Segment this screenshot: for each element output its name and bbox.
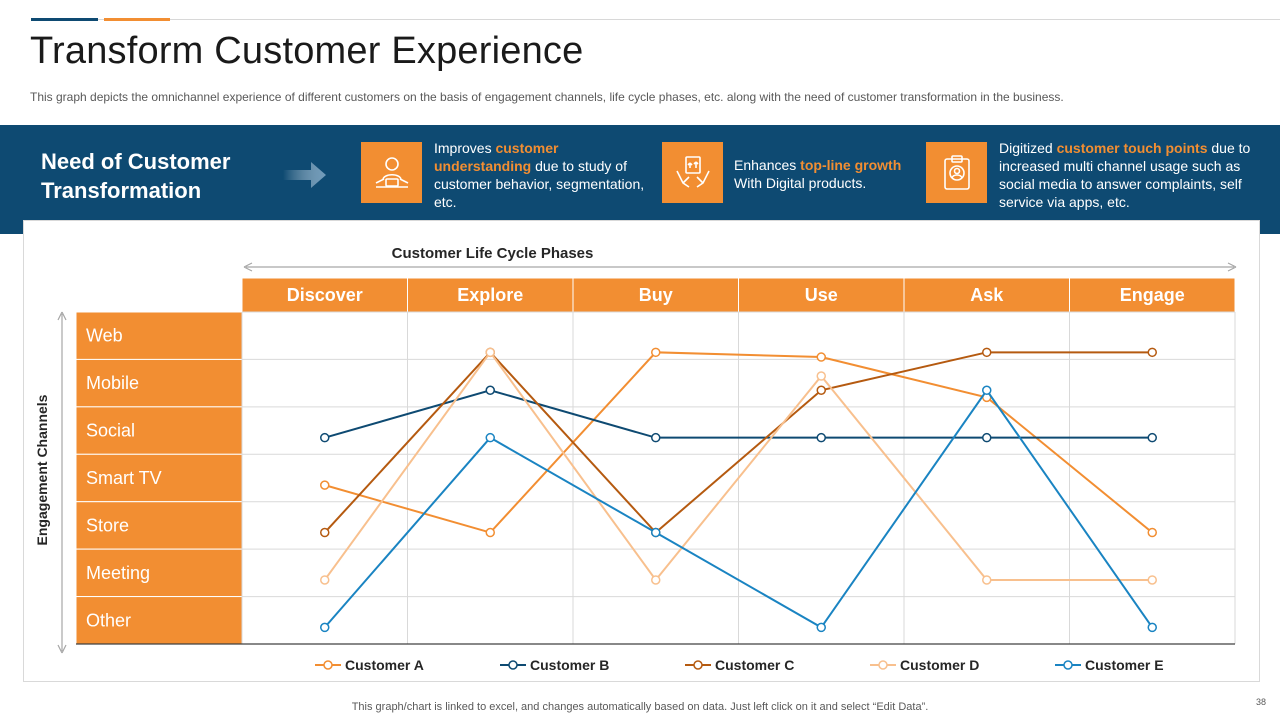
column-header-discover: Discover [287, 285, 363, 305]
data-point-customer-c [320, 527, 330, 538]
row-label-cell [75, 406, 243, 455]
data-point-customer-e [982, 385, 992, 396]
column-header-ask: Ask [970, 285, 1004, 305]
data-point-customer-a [651, 347, 661, 358]
feature-icon-box-1 [361, 142, 422, 203]
y-axis-arrow-bottom-head [57, 644, 67, 654]
series-line-customer-a [324, 351, 1153, 534]
data-point-customer-e [816, 622, 826, 633]
page-title: Transform Customer Experience [30, 30, 584, 72]
top-rule [31, 19, 1280, 20]
clipboard-profile-icon [943, 154, 970, 190]
row-label-smart-tv: Smart TV [86, 468, 162, 488]
page-subtitle: This graph depicts the omnichannel exper… [30, 90, 1064, 104]
data-point-customer-d [320, 575, 330, 585]
feature-text-1: Improves customer understanding due to s… [434, 140, 645, 210]
series-line-customer-c [324, 350, 1153, 534]
series-line-customer-e [323, 388, 1154, 629]
data-point-customer-a [816, 352, 826, 362]
data-point-customer-b [1147, 432, 1157, 443]
banner-title: Need of Customer Transformation [41, 149, 231, 203]
column-header-cell [407, 277, 574, 313]
legend-label-customer-d: Customer D [900, 657, 979, 673]
column-header-engage: Engage [1120, 285, 1185, 305]
row-label-cell [75, 358, 243, 408]
legend-swatch-marker [323, 660, 333, 670]
feature-text-3: Digitized customer touch points due to i… [999, 140, 1251, 210]
row-label-web: Web [86, 326, 123, 346]
data-point-customer-a [1147, 527, 1157, 538]
column-header-explore: Explore [457, 285, 523, 305]
legend-label-customer-a: Customer A [345, 657, 424, 673]
feature-text-2: Enhances top-line growth With Digital pr… [734, 157, 902, 191]
data-point-customer-b [651, 432, 661, 443]
data-point-customer-b [816, 432, 826, 443]
row-label-cell [75, 548, 243, 598]
legend-swatch-marker [693, 660, 703, 670]
y-axis-arrow-top-head [57, 311, 67, 321]
data-point-customer-c [1147, 347, 1157, 358]
x-axis-arrow-right-head [1227, 262, 1237, 272]
data-point-customer-b [485, 385, 495, 396]
page-number: 38 [1255, 697, 1266, 707]
x-axis-arrow-left-head [243, 262, 253, 272]
row-label-social: Social [86, 421, 135, 441]
legend-label-customer-e: Customer E [1085, 657, 1164, 673]
data-point-customer-c [982, 347, 992, 358]
data-point-customer-c [816, 385, 826, 396]
row-label-meeting: Meeting [86, 563, 150, 583]
data-point-customer-a [320, 480, 330, 490]
data-point-customer-d [1147, 575, 1157, 585]
feature-icon-box-3 [926, 142, 987, 203]
data-point-customer-e [320, 622, 330, 633]
legend-swatch-marker [1063, 660, 1073, 670]
accent-bar-orange [104, 18, 170, 21]
data-point-customer-b [982, 432, 992, 443]
data-point-customer-e [1147, 622, 1157, 633]
column-header-buy: Buy [639, 285, 673, 305]
data-point-customer-d [485, 347, 495, 358]
legend-label-customer-c: Customer C [715, 657, 794, 673]
column-header-use: Use [805, 285, 838, 305]
feature-icon-box-2 [662, 142, 723, 203]
accent-bar-navy [31, 18, 98, 21]
series-line-customer-b [324, 389, 1153, 439]
y-axis-title: Engagement Channels [34, 394, 50, 545]
series-line-customer-d [323, 350, 1153, 582]
row-label-mobile: Mobile [86, 373, 139, 393]
right-arrow-icon [283, 162, 326, 188]
data-point-customer-e [651, 527, 661, 538]
row-label-cell [75, 311, 243, 360]
row-label-cell [75, 596, 243, 645]
growth-hands-icon [675, 155, 710, 188]
customer-support-icon [375, 156, 408, 188]
column-header-cell [1069, 277, 1236, 313]
legend-swatch-marker [508, 660, 518, 670]
column-header-cell [738, 277, 905, 313]
data-point-customer-e [485, 432, 495, 443]
row-label-other: Other [86, 610, 131, 630]
data-point-customer-d [651, 575, 661, 585]
transformation-banner: Need of Customer Transformation Improves… [0, 125, 1280, 234]
row-label-store: Store [86, 515, 129, 535]
data-point-customer-d [982, 575, 992, 585]
legend-swatch-marker [878, 660, 888, 670]
legend-label-customer-b: Customer B [530, 657, 609, 673]
column-header-cell [903, 277, 1070, 313]
x-axis-title: Customer Life Cycle Phases [392, 245, 594, 262]
column-header-cell [241, 277, 408, 313]
footer-note: This graph/chart is linked to excel, and… [351, 701, 929, 713]
data-point-customer-a [485, 527, 495, 538]
data-point-customer-d [816, 371, 826, 381]
data-point-customer-b [320, 432, 330, 443]
